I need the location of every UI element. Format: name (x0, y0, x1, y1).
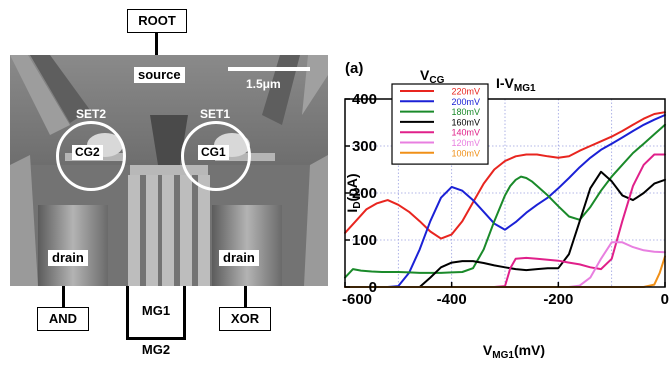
y-tick-label: 200 (352, 185, 377, 202)
x-tick-label: -600 (342, 291, 372, 308)
legend-label-220mV: 220mV (451, 87, 480, 97)
drain-right-label: drain (219, 250, 259, 266)
cg1-label: CG1 (198, 145, 229, 160)
legend-label-160mV: 160mV (451, 117, 480, 127)
set1-label: SET1 (200, 107, 231, 121)
x-tick-label: -400 (437, 291, 467, 308)
y-tick-label: 400 (352, 91, 377, 108)
tick-layer: -600 -400 -200 0 0 100 200 300 400 (342, 91, 669, 308)
legend-label-100mV: 100mV (451, 148, 480, 158)
chart-title: I-VMG1 (496, 75, 536, 94)
x-tick-label: -200 (543, 291, 573, 308)
mg-wire-bottom (126, 337, 186, 340)
series-line-160mV (344, 170, 666, 288)
y-tick-label: 0 (369, 279, 377, 296)
scale-bar (228, 67, 310, 71)
and-wire (62, 286, 65, 307)
legend-box (391, 83, 489, 165)
xor-label: XOR (219, 307, 271, 331)
iv-chart-svg: -600 -400 -200 0 0 100 200 300 400 220mV200mV180… (342, 60, 669, 361)
legend-label-120mV: 120mV (451, 138, 480, 148)
x-axis-label: VMG1(mV) (483, 342, 545, 361)
drain-left-label: drain (48, 250, 88, 266)
iv-chart: -600 -400 -200 0 0 100 200 300 400 220mV 200mV 180… (340, 0, 669, 361)
sem-texture (10, 55, 328, 286)
set2-circle (56, 121, 126, 191)
source-label: source (134, 67, 185, 83)
legend-label-140mV: 140mV (451, 128, 480, 138)
and-label: AND (37, 307, 89, 331)
set2-label: SET2 (76, 107, 107, 121)
xor-wire (244, 286, 247, 307)
mg2-label: MG2 (141, 342, 171, 357)
sem-micrograph: source 1.5μm SET2 SET1 CG2 CG1 drain dra… (10, 55, 328, 286)
y-tick-label: 300 (352, 138, 377, 155)
root-label: ROOT (127, 9, 187, 33)
mg-wire-right (183, 286, 186, 340)
y-tick-label: 100 (352, 232, 377, 249)
x-tick-label: 0 (661, 291, 669, 308)
series-line-180mV (344, 123, 666, 279)
panel-label: (a) (345, 60, 363, 77)
mg-wire-left (126, 286, 129, 340)
legend-title: VCG (420, 67, 445, 86)
scale-label: 1.5μm (246, 77, 281, 91)
cg2-label: CG2 (72, 145, 103, 160)
set1-circle (181, 121, 251, 191)
series-line-220mV (344, 111, 666, 240)
mg1-label: MG1 (141, 303, 171, 318)
device-figure: ROOT (10, 9, 328, 357)
legend-label-180mV: 180mV (451, 107, 480, 117)
legend-label-200mV: 200mV (451, 97, 480, 107)
root-wire (155, 32, 158, 56)
series-line-140mV (344, 153, 666, 288)
